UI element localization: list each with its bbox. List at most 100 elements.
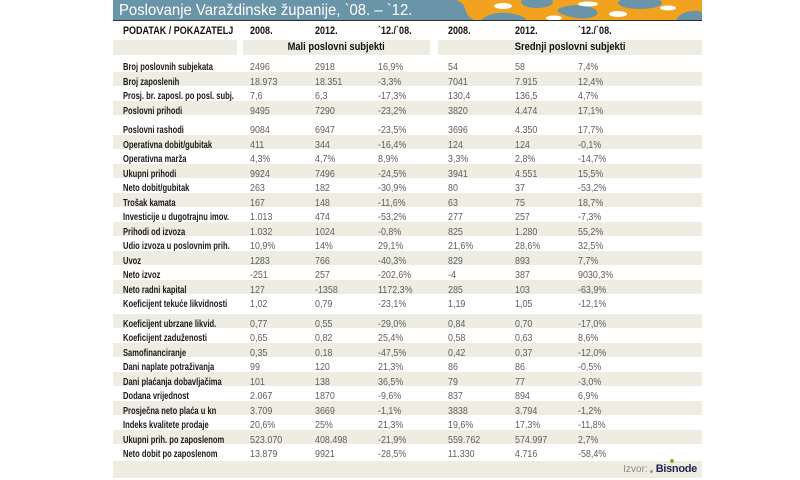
table-row: Investicije u dugotrajnu imov. 1.013 474 -5… <box>113 207 702 223</box>
bisnode-gray-dot-icon <box>649 470 653 473</box>
cell-value: 277 <box>448 211 463 223</box>
cell-value: 4.716 <box>515 448 538 460</box>
cell-value: 11.330 <box>448 448 475 460</box>
cell-value: -30,9% <box>378 182 407 194</box>
cell-value: 17,3% <box>515 419 541 431</box>
cell-value: 7496 <box>315 167 335 180</box>
cell-value: 0,58 <box>448 332 466 344</box>
cell-value: 13.879 <box>250 448 278 460</box>
cell-value: 1870 <box>315 390 335 402</box>
cell-value: 17,1% <box>578 104 604 117</box>
cell-value: 130,4 <box>448 90 471 102</box>
cell-value: -23,5% <box>378 124 407 136</box>
table-row: Dodana vrijednost 2.067 1870 -9,6% 837 894 6,9… <box>113 386 702 402</box>
title-bar: Poslovanje Varaždinske županije, `08. – … <box>113 0 702 21</box>
subheader-label-cell <box>113 40 237 55</box>
table-row: Ukupni prih. po zaposlenom 523.070 408.498… <box>113 429 702 446</box>
row-label: Prihodi od izvoza <box>123 225 186 238</box>
cell-value: 127 <box>250 283 265 296</box>
table-row: Indeks kvalitete prodaje 20,6% 25% 21,3% 19,… <box>113 415 702 431</box>
cell-value: 3696 <box>448 124 468 136</box>
cell-value: 411 <box>250 138 265 151</box>
row-label: Indeks kvalitete prodaje <box>123 419 209 431</box>
cell-value: 7290 <box>315 104 335 117</box>
infographic-table: Poslovanje Varaždinske županije, `08. – … <box>113 0 702 478</box>
cell-value: 825 <box>448 225 463 238</box>
cell-value: 138 <box>315 375 330 388</box>
cell-value: -63,9% <box>578 283 607 296</box>
cell-value: 257 <box>315 269 330 281</box>
cell-value: 0,79 <box>315 298 333 310</box>
table-row: Koeficijent tekuće likvidnosti 1,02 0,79 -2… <box>113 294 702 310</box>
cell-value: 7,7% <box>578 254 599 267</box>
table-row: Operativna dobit/gubitak 411 344 -16,4% 124 1… <box>113 134 702 151</box>
cell-value: 285 <box>448 283 463 296</box>
cell-value: 3669 <box>315 404 335 417</box>
cell-value: 474 <box>315 211 330 223</box>
cell-value: 21,3% <box>378 361 404 373</box>
cell-value: -23,2% <box>378 104 407 117</box>
table-row: Operativna marža 4,3% 4,7% 8,9% 3,3% 2,8% -14,… <box>113 149 702 165</box>
header-podatak: PODATAK / POKAZATELJ <box>123 24 234 37</box>
table-row: Samofinanciranje 0,35 0,18 -47,5% 0,42 0,37 -1… <box>113 342 702 359</box>
cell-value: 2,7% <box>578 433 599 446</box>
cell-value: 523.070 <box>250 433 283 446</box>
cell-value: -251 <box>250 269 268 281</box>
cell-value: 18.351 <box>315 75 343 88</box>
bisnode-logo-text: Bisnode <box>655 463 698 475</box>
cell-value: 12,4% <box>578 75 604 88</box>
table-body: Broj poslovnih subjekata 2496 2918 16,9% 54 5… <box>113 57 702 460</box>
table-row: Udio izvoza u poslovnim prih. 10,9% 14% 29,… <box>113 236 702 252</box>
bisnode-green-dot-icon <box>669 459 674 463</box>
row-label: Neto dobit po zaposlenom <box>123 448 218 460</box>
cell-value: 9924 <box>250 167 270 180</box>
row-label: Poslovni prihodi <box>123 104 183 117</box>
cell-value: 6947 <box>315 124 335 136</box>
cell-value: 75 <box>515 196 525 209</box>
cell-value: 0,18 <box>315 346 333 359</box>
cell-value: 257 <box>515 211 530 223</box>
cell-value: 101 <box>250 375 265 388</box>
cell-value: -9,6% <box>378 390 402 402</box>
cell-value: 25% <box>315 419 333 431</box>
cell-value: 182 <box>315 182 330 194</box>
table-header-row: PODATAK / POKAZATELJ 2008. 2012. `12./`0… <box>113 21 702 40</box>
cell-value: 86 <box>448 361 458 373</box>
table-row: Broj zaposlenih 18.973 18.351 -3,3% 7041 7.91… <box>113 71 702 88</box>
table-row: Neto radni kapital 127 -1358 1172,3% 285 103 -… <box>113 279 702 296</box>
table-row: Uvoz 1283 766 -40,3% 829 893 7,7% <box>113 250 702 267</box>
cell-value: 21,6% <box>448 240 474 252</box>
table-row: Neto dobit po zaposlenom 13.879 9921 -28,5%… <box>113 444 702 460</box>
cell-value: 4,3% <box>250 153 271 165</box>
cell-value: 894 <box>515 390 530 402</box>
cell-value: -3,3% <box>378 75 402 88</box>
cell-value: -202,6% <box>378 269 412 281</box>
header-mali-2012: 2012. <box>315 24 338 37</box>
cell-value: -17,3% <box>378 90 407 102</box>
cell-value: 837 <box>448 390 463 402</box>
cell-value: 37 <box>515 182 525 194</box>
row-label: Prosječna neto plaća u kn <box>123 404 217 417</box>
cell-value: 3820 <box>448 104 468 117</box>
footer-bar: Izvor: Bisnode <box>113 459 702 478</box>
row-label: Broj zaposlenih <box>123 75 180 88</box>
cell-value: 7.915 <box>515 75 538 88</box>
cell-value: 1.280 <box>515 225 538 238</box>
cell-value: 6,3 <box>315 90 328 102</box>
cell-value: 79 <box>448 375 458 388</box>
row-label: Koeficijent zaduženosti <box>123 332 208 344</box>
cell-value: 6,9% <box>578 390 599 402</box>
cell-value: 0,35 <box>250 346 268 359</box>
cell-value: 21,3% <box>378 419 404 431</box>
cell-value: 2918 <box>315 61 335 73</box>
cell-value: -12,1% <box>578 298 607 310</box>
table-row: Neto dobit/gubitak 263 182 -30,9% 80 37 -53,2% <box>113 178 702 194</box>
cell-value: -58,4% <box>578 448 607 460</box>
cell-value: 15,5% <box>578 167 604 180</box>
cell-value: 0,65 <box>250 332 268 344</box>
cell-value: -17,0% <box>578 317 607 330</box>
cell-value: -16,4% <box>378 138 407 151</box>
cell-value: 0,42 <box>448 346 466 359</box>
cell-value: 3838 <box>448 404 468 417</box>
cell-value: 17,7% <box>578 124 604 136</box>
